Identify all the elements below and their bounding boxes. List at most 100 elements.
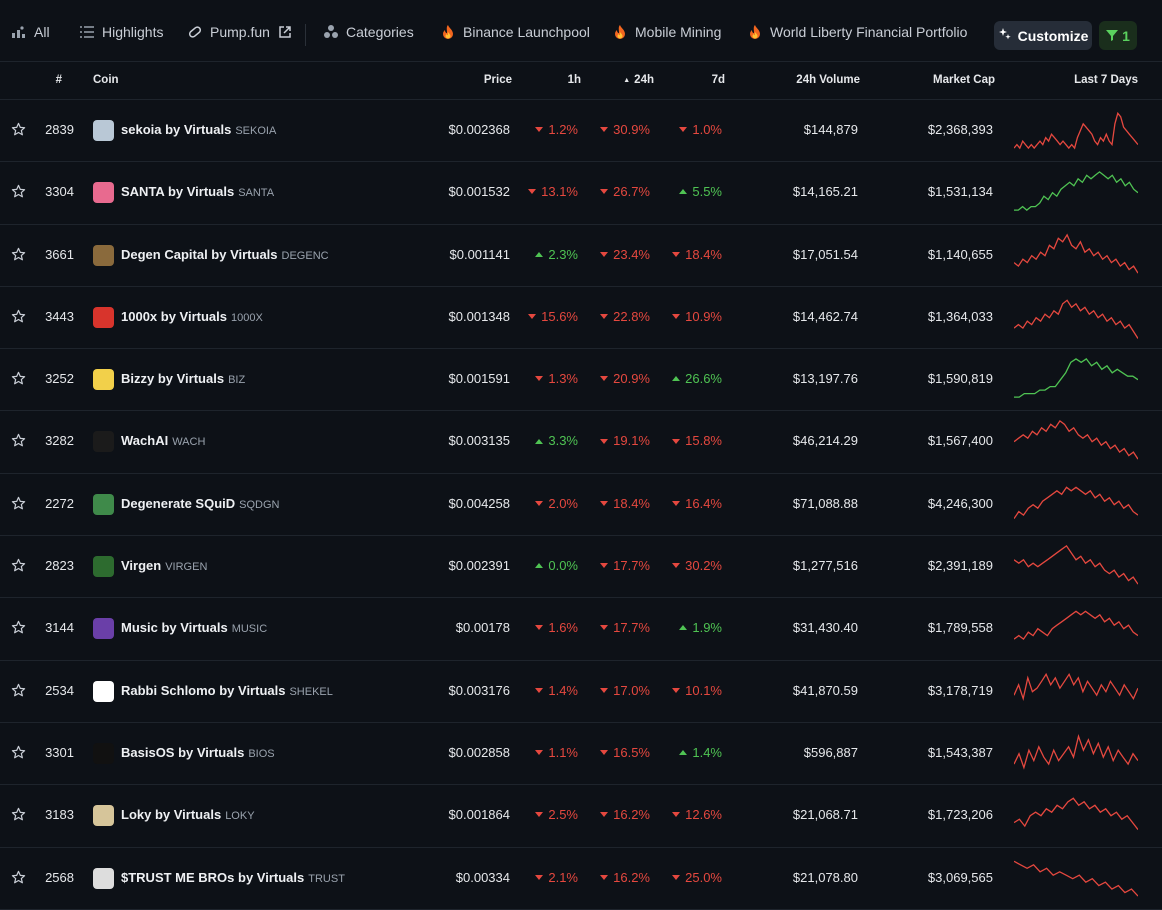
star-icon[interactable] [11,558,26,573]
coin-logo [93,805,114,827]
change-d7: 18.4% [672,247,722,262]
tab-label: Pump.fun [210,24,270,40]
col-7d[interactable]: 7d [711,74,725,86]
coin-name-link[interactable]: $TRUST ME BROs by Virtuals TRUST [121,870,345,885]
table-row[interactable]: 2823 Virgen VIRGEN $0.002391 0.0% 17.7% 3… [0,536,1162,599]
col-coin[interactable]: Coin [93,74,119,86]
category-filter-bar: All Highlights Pump.fun Categories Binan… [0,0,1162,62]
coin-name-link[interactable]: BasisOS by Virtuals BIOS [121,745,275,760]
star-icon[interactable] [11,184,26,199]
sparkline-7d [1014,233,1138,274]
pill-icon [187,24,203,40]
market-cap: $1,567,400 [927,433,993,449]
market-cap: $2,391,189 [927,558,993,574]
coin-name-link[interactable]: Bizzy by Virtuals BIZ [121,371,245,386]
tab-categories[interactable]: Categories [323,22,414,42]
customize-button[interactable]: Customize [994,21,1092,50]
star-icon[interactable] [11,122,26,137]
table-header: # Coin Price 1h ▲ 24h 7d 24h Volume Marke… [0,62,1162,100]
market-cap: $1,590,819 [927,371,993,387]
change-value: 2.5% [548,807,578,823]
tab-label: Categories [346,24,414,40]
tab-label: Highlights [102,24,164,40]
star-icon[interactable] [11,309,26,324]
table-row[interactable]: 3443 1000x by Virtuals 1000X $0.001348 15… [0,287,1162,350]
change-value: 1.4% [692,744,722,760]
coin-name-link[interactable]: Degenerate SQuiD SQDGN [121,496,280,511]
star-icon[interactable] [11,620,26,635]
star-icon[interactable] [11,247,26,262]
col-price[interactable]: Price [483,74,512,86]
table-row[interactable]: 2568 $TRUST ME BROs by Virtuals TRUST $0.… [0,848,1162,910]
tab-mobile-mining[interactable]: Mobile Mining [612,22,721,42]
table-row[interactable]: 3183 Loky by Virtuals LOKY $0.001864 2.5%… [0,785,1162,848]
star-icon[interactable] [11,870,26,885]
coin-name: sekoia by Virtuals [121,122,232,137]
change-h1: 2.0% [535,496,578,511]
table-row[interactable]: 3304 SANTA by Virtuals SANTA $0.001532 13… [0,162,1162,225]
caret-down-icon [528,313,537,319]
coin-logo [93,369,114,391]
star-icon[interactable] [11,371,26,386]
coin-name-link[interactable]: WachAI WACH [121,433,205,448]
coin-name-link[interactable]: 1000x by Virtuals 1000X [121,309,263,324]
coin-name: Virgen [121,558,162,574]
price: $0.002391 [448,558,510,574]
sparkle-icon [998,27,1012,44]
coin-name-link[interactable]: Music by Virtuals MUSIC [121,620,267,635]
price: $0.00178 [455,620,510,636]
coin-name-link[interactable]: Degen Capital by Virtuals DEGENC [121,247,329,262]
coin-name-link[interactable]: Loky by Virtuals LOKY [121,807,255,822]
tab-pump-fun[interactable]: Pump.fun [187,22,293,42]
coin-table-body: 2839 sekoia by Virtuals SEKOIA $0.002368 … [0,100,1162,910]
market-cap: $3,069,565 [927,869,993,885]
col-24h[interactable]: ▲ 24h [623,74,654,86]
tab-world-liberty-financial-portfolio[interactable]: World Liberty Financial Portfolio [747,22,967,42]
star-icon[interactable] [11,683,26,698]
coin-logo [93,493,114,515]
table-row[interactable]: 2272 Degenerate SQuiD SQDGN $0.004258 2.0… [0,474,1162,537]
star-icon[interactable] [11,745,26,760]
table-row[interactable]: 2534 Rabbi Schlomo by Virtuals SHEKEL $0.… [0,661,1162,723]
table-row[interactable]: 3661 Degen Capital by Virtuals DEGENC $0.… [0,225,1162,287]
tab-divider [305,24,306,46]
star-icon[interactable] [11,807,26,822]
change-value: 15.8% [685,433,722,449]
coin-name: Rabbi Schlomo by Virtuals [121,682,286,698]
col-1h[interactable]: 1h [567,74,581,86]
filter-button[interactable]: 1 [1099,21,1137,50]
caret-down-icon [600,376,609,382]
coin-symbol: DEGENC [281,249,329,262]
star-icon[interactable] [11,433,26,448]
table-row[interactable]: 3282 WachAI WACH $0.003135 3.3% 19.1% 15.… [0,411,1162,474]
coin-symbol: SANTA [238,187,275,200]
star-icon[interactable] [11,496,26,511]
sparkline-7d [1014,171,1138,212]
caret-up-icon [679,750,688,756]
caret-down-icon [535,625,544,631]
col-volume[interactable]: 24h Volume [796,74,860,86]
change-value: 1.1% [548,744,578,760]
tab-highlights[interactable]: Highlights [79,22,163,42]
col-market-cap[interactable]: Market Cap [933,74,995,86]
coin-name-link[interactable]: Rabbi Schlomo by Virtuals SHEKEL [121,683,333,698]
coin-name-link[interactable]: Virgen VIRGEN [121,558,207,573]
change-value: 10.1% [685,682,722,698]
caret-down-icon [535,874,544,880]
col-rank[interactable]: # [55,74,62,86]
table-row[interactable]: 3144 Music by Virtuals MUSIC $0.00178 1.6… [0,598,1162,661]
coin-logo [93,680,114,702]
tab-all[interactable]: All [11,22,50,42]
tab-binance-launchpool[interactable]: Binance Launchpool [440,22,590,42]
table-row[interactable]: 3301 BasisOS by Virtuals BIOS $0.002858 1… [0,723,1162,786]
change-h1: 2.3% [535,247,578,262]
price: $0.001591 [448,371,510,387]
change-value: 2.1% [548,869,578,885]
table-row[interactable]: 3252 Bizzy by Virtuals BIZ $0.001591 1.3%… [0,349,1162,412]
change-d7: 1.9% [679,620,722,635]
coin-name: Loky by Virtuals [121,807,222,823]
coin-name-link[interactable]: SANTA by Virtuals SANTA [121,184,274,199]
coin-name-link[interactable]: sekoia by Virtuals SEKOIA [121,122,276,137]
change-value: 20.9% [613,371,650,387]
table-row[interactable]: 2839 sekoia by Virtuals SEKOIA $0.002368 … [0,100,1162,163]
